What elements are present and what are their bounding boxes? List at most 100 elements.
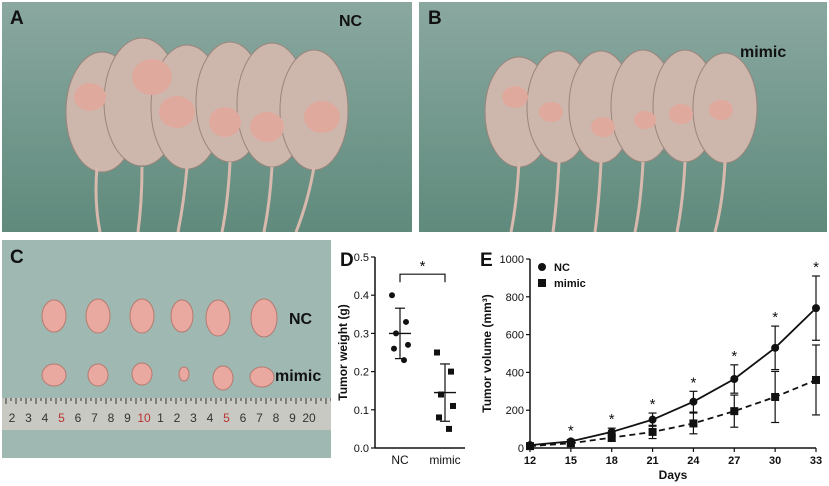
ruler-number: 7 [91, 411, 98, 425]
panel-e-letter: E [480, 250, 493, 271]
y-tick-label: 800 [506, 292, 524, 304]
panel-a-letter: A [10, 8, 24, 29]
data-point [389, 292, 395, 299]
data-point [812, 375, 820, 384]
data-point [812, 304, 820, 313]
x-tick-label: NC [391, 453, 409, 467]
data-point [730, 407, 739, 416]
panel-a-label: NC [339, 13, 363, 30]
data-point [771, 392, 780, 401]
data-point [450, 402, 456, 409]
y-tick-label: 0.1 [354, 405, 369, 417]
y-axis-title: Tumor volume (mm³) [480, 294, 494, 412]
data-point [401, 357, 407, 364]
data-point [771, 343, 780, 352]
legend-label: mimic [554, 278, 586, 290]
y-axis-title: Tumor weight (g) [336, 304, 350, 400]
significance-mark: * [772, 309, 778, 326]
ruler-number: 5 [58, 411, 65, 425]
data-point [393, 330, 399, 337]
y-tick-label: 0.2 [354, 367, 369, 379]
ruler-number: 3 [25, 411, 32, 425]
data-point [689, 397, 698, 406]
x-tick-label: 30 [769, 455, 781, 467]
significance-mark: * [568, 422, 574, 439]
panel-d-letter: D [340, 250, 354, 271]
significance-mark: * [691, 374, 697, 391]
x-tick-label: 15 [565, 455, 577, 467]
x-tick-label: 21 [646, 455, 658, 467]
x-tick-label: 12 [524, 455, 536, 467]
y-tick-label: 0 [518, 443, 524, 455]
data-point [648, 427, 657, 436]
data-point [526, 442, 534, 451]
ruler-number: 4 [207, 411, 214, 425]
significance-mark: * [731, 348, 737, 365]
ruler-number: 9 [124, 411, 131, 425]
ruler-number: 2 [174, 411, 181, 425]
panel-b-label: mimic [740, 44, 787, 61]
y-tick-label: 400 [506, 367, 524, 379]
panel-b-photo [419, 2, 827, 232]
significance-mark: * [609, 411, 615, 428]
ruler-number: 7 [256, 411, 263, 425]
y-tick-label: 0.0 [354, 443, 369, 455]
significance-mark: * [420, 258, 426, 275]
panel-b-letter: B [428, 8, 442, 29]
data-point [730, 375, 739, 384]
x-tick-label: 24 [687, 455, 700, 467]
data-point [405, 341, 411, 348]
data-point [436, 414, 442, 421]
ruler-number: 1 [157, 411, 164, 425]
ruler-number: 20 [302, 411, 316, 425]
y-tick-label: 0.4 [354, 290, 369, 302]
ruler-number: 4 [42, 411, 49, 425]
ruler-number: 8 [108, 411, 115, 425]
data-point [391, 345, 397, 352]
ruler-number: 10 [137, 411, 151, 425]
series-line [529, 379, 817, 448]
y-tick-label: 200 [506, 405, 524, 417]
x-tick-label: 33 [810, 455, 822, 467]
panel-c-photo: 2 3 4 5 6 7 8 9 10 1 2 3 4 5 6 7 8 9 20 [2, 240, 331, 458]
y-tick-label: 1000 [500, 254, 524, 266]
y-tick-label: 0.5 [354, 253, 369, 264]
significance-mark: * [650, 396, 656, 413]
y-tick-label: 600 [506, 330, 524, 342]
ruler-number: 8 [273, 411, 280, 425]
legend-marker [538, 263, 546, 271]
tumor-volume-chart: 0 200 400 600 800 1000 12 15 18 21 24 27 30 33 Days Tum… [480, 254, 822, 482]
ruler-number: 2 [9, 411, 16, 425]
x-tick-label: mimic [429, 453, 460, 467]
data-point [448, 368, 454, 375]
panel-c-label-nc: NC [289, 311, 313, 328]
x-axis-title: Days [659, 468, 688, 482]
ruler-number: 6 [240, 411, 247, 425]
series-line [529, 307, 817, 447]
data-point [403, 318, 409, 325]
significance-bracket [399, 273, 446, 283]
panel-a-photo [2, 2, 412, 232]
ruler-number: 9 [289, 411, 296, 425]
panel-c-label-mimic: mimic [275, 368, 322, 385]
ruler-number: 6 [75, 411, 82, 425]
tumor-weight-chart: 0.0 0.1 0.2 0.3 0.4 0.5 NC mimic Tumor weight (g… [336, 253, 465, 467]
legend-label: NC [554, 262, 570, 274]
ruler-number: 3 [190, 411, 197, 425]
data-point [648, 415, 657, 424]
excised-tumors-illustration: 2 3 4 5 6 7 8 9 10 1 2 3 4 5 6 7 8 9 20 [2, 240, 331, 458]
mice-nc-illustration [2, 2, 412, 232]
x-tick-label: 18 [606, 455, 618, 467]
data-point [566, 439, 575, 448]
data-point [438, 391, 444, 398]
significance-mark: * [813, 259, 819, 276]
ruler-number: 5 [223, 411, 230, 425]
panel-c-letter: C [10, 247, 24, 268]
data-point [446, 425, 452, 432]
data-point [434, 349, 440, 356]
x-tick-label: 27 [728, 455, 740, 467]
data-point [607, 433, 616, 442]
y-tick-label: 0.3 [354, 328, 369, 340]
legend-marker [538, 279, 546, 287]
mice-mimic-illustration [419, 2, 827, 232]
